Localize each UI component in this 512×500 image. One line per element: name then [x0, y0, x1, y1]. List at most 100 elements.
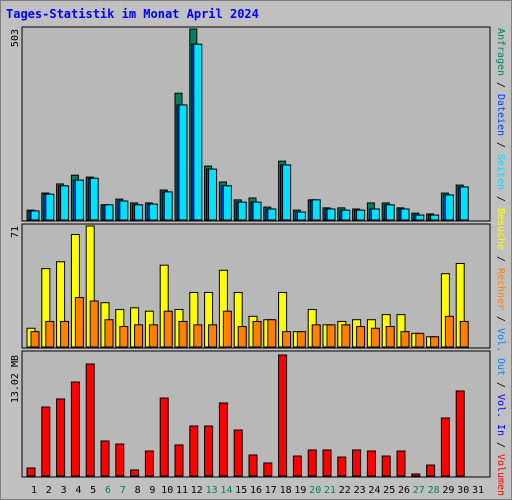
bar: [104, 319, 114, 348]
bar: [459, 186, 469, 221]
bar: [174, 444, 184, 477]
bar: [30, 331, 40, 348]
legend-separator: /: [495, 250, 506, 268]
bar: [444, 194, 454, 221]
bar: [370, 208, 380, 221]
bar: [178, 104, 188, 221]
bar: [366, 450, 376, 477]
legend-entry: Volumen: [495, 454, 506, 496]
bar: [444, 315, 454, 348]
x-tick-label: 24: [368, 485, 380, 496]
bar: [341, 324, 351, 348]
x-tick-label: 21: [324, 485, 336, 496]
bar: [189, 425, 199, 477]
bar: [415, 214, 425, 221]
x-tick-label: 7: [120, 485, 126, 496]
bar: [60, 320, 70, 348]
bar: [337, 456, 347, 477]
x-tick-label: 10: [161, 485, 173, 496]
bar: [459, 320, 469, 348]
legend-entry: Seiten: [495, 154, 506, 190]
bar: [237, 201, 247, 221]
bar: [208, 324, 218, 348]
bar: [208, 168, 218, 221]
panel: [21, 26, 491, 222]
legend: Anfragen / Dateien / Seiten / Besuche / …: [495, 28, 506, 496]
bar: [222, 185, 232, 221]
bar: [326, 208, 336, 221]
bar: [411, 473, 421, 477]
bar: [396, 450, 406, 477]
bar: [267, 208, 277, 221]
bar: [204, 425, 214, 477]
bar: [148, 203, 158, 221]
bar: [370, 327, 380, 348]
bar: [148, 324, 158, 348]
bar: [282, 164, 292, 221]
bar: [119, 326, 129, 348]
x-tick-label: 8: [135, 485, 141, 496]
bar: [326, 324, 336, 348]
bar: [222, 310, 232, 348]
x-tick-label: 6: [105, 485, 111, 496]
bar: [134, 204, 144, 221]
legend-entry: Vol. In: [495, 394, 506, 436]
bar: [74, 297, 84, 348]
legend-separator: /: [495, 76, 506, 94]
bar: [45, 193, 55, 221]
bar: [89, 300, 99, 348]
y-tick-label: 71: [10, 226, 21, 238]
x-tick-label: 13: [206, 485, 218, 496]
x-tick-label: 27: [413, 485, 425, 496]
bar: [130, 469, 140, 477]
legend-separator: /: [495, 190, 506, 208]
bar: [400, 208, 410, 221]
legend-separator: /: [495, 136, 506, 154]
x-tick-label: 25: [383, 485, 395, 496]
bar: [30, 210, 40, 221]
bar: [45, 320, 55, 348]
bar: [41, 406, 51, 477]
x-tick-label: 17: [265, 485, 277, 496]
x-tick-label: 19: [294, 485, 306, 496]
x-tick-label: 28: [428, 485, 440, 496]
legend-entry: Anfragen: [495, 28, 506, 76]
bar: [282, 331, 292, 348]
legend-entry: Vol. Out: [495, 328, 506, 376]
legend-separator: /: [495, 376, 506, 394]
bar: [322, 449, 332, 477]
legend-separator: /: [495, 436, 506, 454]
y-tick-label: 13.02 MB: [10, 355, 21, 403]
bar: [233, 429, 243, 477]
bar: [70, 381, 80, 477]
bar: [311, 199, 321, 221]
bar: [307, 449, 317, 477]
x-tick-label: 29: [442, 485, 454, 496]
bar: [440, 417, 450, 477]
x-tick-label: 12: [191, 485, 203, 496]
bar: [263, 462, 273, 477]
x-tick-label: 31: [472, 485, 484, 496]
bar: [385, 326, 395, 348]
bar: [296, 211, 306, 221]
bar: [400, 331, 410, 348]
bar: [296, 331, 306, 348]
bar: [218, 402, 228, 477]
bar: [426, 464, 436, 477]
legend-entry: Rechner: [495, 268, 506, 310]
bar: [74, 179, 84, 221]
bar: [278, 354, 288, 477]
bar: [178, 320, 188, 348]
bar: [104, 204, 114, 221]
bar: [193, 324, 203, 348]
legend-entry: Besuche: [495, 208, 506, 250]
bar: [292, 455, 302, 477]
x-tick-label: 3: [61, 485, 67, 496]
x-tick-label: 9: [149, 485, 155, 496]
bar: [385, 204, 395, 221]
bar: [26, 467, 36, 477]
bar: [119, 200, 129, 221]
bar: [56, 398, 66, 477]
bar: [60, 185, 70, 221]
